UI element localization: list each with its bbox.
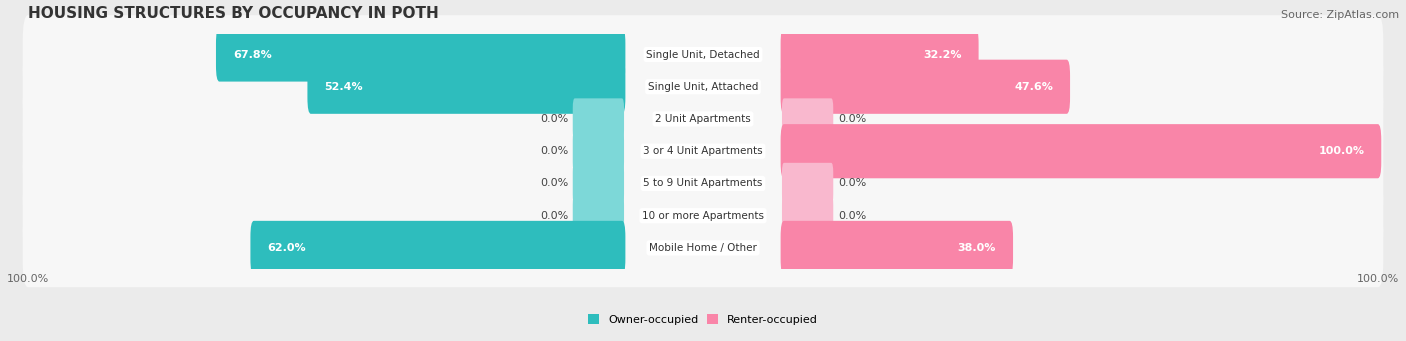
Text: 62.0%: 62.0% [267, 243, 307, 253]
Text: 0.0%: 0.0% [838, 114, 866, 124]
Text: Single Unit, Attached: Single Unit, Attached [648, 82, 758, 92]
Text: 0.0%: 0.0% [838, 211, 866, 221]
FancyBboxPatch shape [780, 27, 979, 81]
FancyBboxPatch shape [217, 27, 626, 81]
Text: 0.0%: 0.0% [540, 114, 568, 124]
Text: 5 to 9 Unit Apartments: 5 to 9 Unit Apartments [644, 178, 762, 189]
FancyBboxPatch shape [572, 131, 624, 172]
FancyBboxPatch shape [308, 60, 626, 114]
FancyBboxPatch shape [22, 209, 1384, 287]
FancyBboxPatch shape [22, 176, 1384, 255]
Text: 47.6%: 47.6% [1014, 82, 1053, 92]
Legend: Owner-occupied, Renter-occupied: Owner-occupied, Renter-occupied [583, 310, 823, 329]
Text: 52.4%: 52.4% [325, 82, 363, 92]
FancyBboxPatch shape [22, 47, 1384, 126]
Text: 0.0%: 0.0% [540, 146, 568, 156]
FancyBboxPatch shape [572, 98, 624, 139]
Text: 0.0%: 0.0% [838, 178, 866, 189]
Text: 0.0%: 0.0% [540, 211, 568, 221]
FancyBboxPatch shape [780, 60, 1070, 114]
Text: Source: ZipAtlas.com: Source: ZipAtlas.com [1281, 10, 1399, 20]
FancyBboxPatch shape [782, 98, 834, 139]
Text: 67.8%: 67.8% [233, 49, 271, 60]
Text: 10 or more Apartments: 10 or more Apartments [643, 211, 763, 221]
Text: 3 or 4 Unit Apartments: 3 or 4 Unit Apartments [643, 146, 763, 156]
Text: 2 Unit Apartments: 2 Unit Apartments [655, 114, 751, 124]
FancyBboxPatch shape [22, 15, 1384, 94]
FancyBboxPatch shape [572, 163, 624, 204]
Text: 32.2%: 32.2% [924, 49, 962, 60]
FancyBboxPatch shape [782, 195, 834, 236]
FancyBboxPatch shape [22, 80, 1384, 158]
FancyBboxPatch shape [22, 144, 1384, 223]
FancyBboxPatch shape [572, 195, 624, 236]
Text: 38.0%: 38.0% [957, 243, 997, 253]
Text: Single Unit, Detached: Single Unit, Detached [647, 49, 759, 60]
FancyBboxPatch shape [780, 124, 1381, 178]
Text: Mobile Home / Other: Mobile Home / Other [650, 243, 756, 253]
FancyBboxPatch shape [780, 221, 1014, 275]
FancyBboxPatch shape [782, 163, 834, 204]
Text: HOUSING STRUCTURES BY OCCUPANCY IN POTH: HOUSING STRUCTURES BY OCCUPANCY IN POTH [28, 6, 439, 21]
FancyBboxPatch shape [22, 112, 1384, 191]
Text: 100.0%: 100.0% [1319, 146, 1364, 156]
Text: 0.0%: 0.0% [540, 178, 568, 189]
FancyBboxPatch shape [250, 221, 626, 275]
